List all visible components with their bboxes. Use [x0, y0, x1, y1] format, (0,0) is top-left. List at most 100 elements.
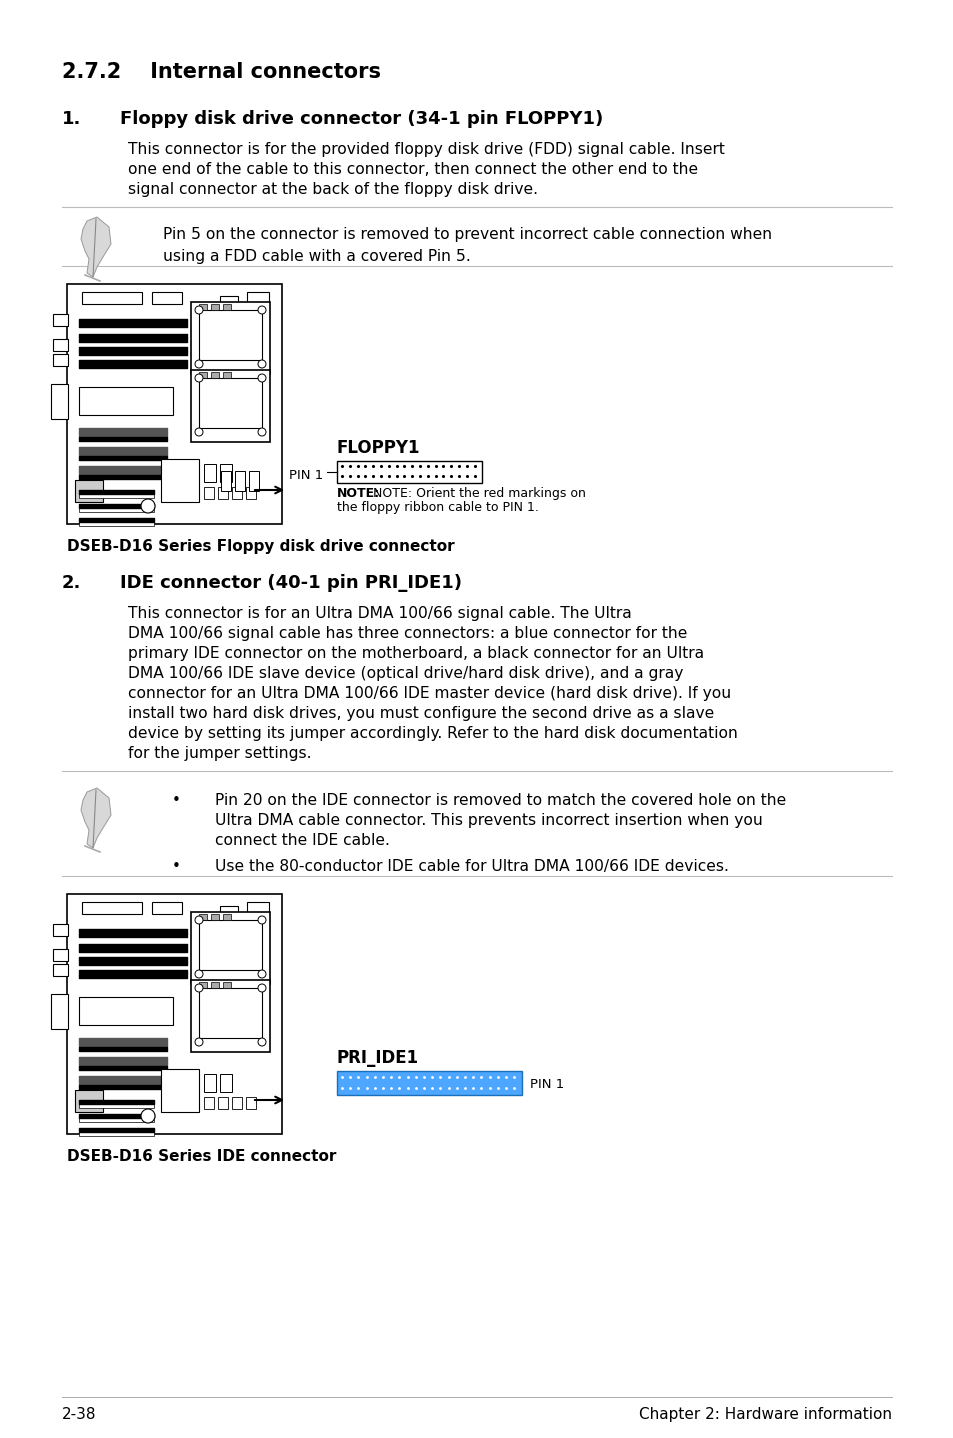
Text: 2.: 2. — [62, 574, 81, 592]
Text: using a FDD cable with a covered Pin 5.: using a FDD cable with a covered Pin 5. — [163, 249, 470, 265]
Text: connect the IDE cable.: connect the IDE cable. — [214, 833, 390, 848]
Text: DSEB-D16 Series IDE connector: DSEB-D16 Series IDE connector — [67, 1149, 336, 1163]
Bar — [199, 372, 207, 378]
Bar — [75, 480, 103, 502]
Bar — [336, 1071, 521, 1094]
Ellipse shape — [257, 1038, 266, 1045]
Bar — [152, 292, 182, 303]
Bar — [67, 283, 282, 523]
Text: Pin 20 on the IDE connector is removed to match the covered hole on the: Pin 20 on the IDE connector is removed t… — [214, 792, 785, 808]
Ellipse shape — [257, 971, 266, 978]
Text: •: • — [172, 792, 181, 808]
Bar — [218, 1097, 228, 1109]
Ellipse shape — [141, 499, 154, 513]
Bar — [82, 292, 142, 303]
Text: DSEB-D16 Series Floppy disk drive connector: DSEB-D16 Series Floppy disk drive connec… — [67, 539, 455, 554]
Text: for the jumper settings.: for the jumper settings. — [128, 746, 312, 761]
Bar — [79, 997, 172, 1025]
Text: PIN 1: PIN 1 — [530, 1078, 563, 1091]
Bar — [211, 303, 219, 311]
Ellipse shape — [194, 916, 203, 925]
Bar — [232, 487, 242, 499]
Bar — [79, 387, 172, 416]
Bar — [220, 296, 237, 311]
Text: primary IDE connector on the motherboard, a black connector for an Ultra: primary IDE connector on the motherboard… — [128, 646, 703, 661]
Bar — [53, 925, 68, 936]
Text: FLOPPY1: FLOPPY1 — [336, 439, 420, 457]
Bar — [204, 487, 213, 499]
Bar — [53, 313, 68, 326]
Bar — [247, 292, 269, 313]
Bar — [199, 311, 262, 360]
Text: DMA 100/66 IDE slave device (optical drive/hard disk drive), and a gray: DMA 100/66 IDE slave device (optical dri… — [128, 666, 682, 682]
Bar — [51, 994, 68, 1030]
Bar — [234, 472, 245, 490]
Bar — [204, 464, 215, 482]
Bar — [79, 503, 153, 512]
Bar — [191, 370, 270, 441]
Bar — [79, 1100, 153, 1109]
Bar — [247, 902, 269, 925]
Bar — [79, 490, 153, 498]
Bar — [336, 462, 481, 483]
Ellipse shape — [194, 984, 203, 992]
Text: PIN 1: PIN 1 — [289, 469, 323, 482]
Text: DMA 100/66 signal cable has three connectors: a blue connector for the: DMA 100/66 signal cable has three connec… — [128, 626, 687, 641]
Bar — [191, 302, 270, 374]
Text: Chapter 2: Hardware information: Chapter 2: Hardware information — [639, 1406, 891, 1422]
Ellipse shape — [257, 306, 266, 313]
Bar — [211, 915, 219, 920]
Bar — [75, 1090, 103, 1112]
Ellipse shape — [194, 429, 203, 436]
Bar — [223, 372, 231, 378]
Bar — [152, 902, 182, 915]
Text: Use the 80-conductor IDE cable for Ultra DMA 100/66 IDE devices.: Use the 80-conductor IDE cable for Ultra… — [214, 858, 728, 874]
Text: device by setting its jumper accordingly. Refer to the hard disk documentation: device by setting its jumper accordingly… — [128, 726, 737, 741]
Ellipse shape — [141, 1109, 154, 1123]
Bar — [161, 1068, 199, 1112]
Ellipse shape — [194, 971, 203, 978]
Ellipse shape — [257, 916, 266, 925]
Bar — [199, 920, 262, 971]
Text: connector for an Ultra DMA 100/66 IDE master device (hard disk drive). If you: connector for an Ultra DMA 100/66 IDE ma… — [128, 686, 730, 700]
Bar — [221, 472, 231, 490]
Text: IDE connector (40-1 pin PRI_IDE1): IDE connector (40-1 pin PRI_IDE1) — [120, 574, 461, 592]
Polygon shape — [81, 788, 111, 848]
Polygon shape — [81, 217, 111, 278]
Text: Ultra DMA cable connector. This prevents incorrect insertion when you: Ultra DMA cable connector. This prevents… — [214, 812, 762, 828]
Bar — [249, 472, 258, 490]
Bar — [191, 912, 270, 984]
Bar — [211, 372, 219, 378]
Bar — [53, 339, 68, 351]
Text: 2-38: 2-38 — [62, 1406, 96, 1422]
Bar — [220, 906, 237, 920]
Bar — [204, 1074, 215, 1091]
Ellipse shape — [194, 360, 203, 368]
Bar — [53, 949, 68, 961]
Bar — [220, 1074, 232, 1091]
Ellipse shape — [194, 1038, 203, 1045]
Text: •: • — [172, 858, 181, 874]
Text: NOTE:: NOTE: — [336, 487, 379, 500]
Text: install two hard disk drives, you must configure the second drive as a slave: install two hard disk drives, you must c… — [128, 706, 714, 720]
Ellipse shape — [257, 984, 266, 992]
Text: 2.7.2    Internal connectors: 2.7.2 Internal connectors — [62, 62, 380, 82]
Bar — [218, 487, 228, 499]
Bar — [199, 982, 207, 988]
Ellipse shape — [257, 360, 266, 368]
Bar — [161, 459, 199, 502]
Bar — [232, 1097, 242, 1109]
Bar — [246, 1097, 255, 1109]
Text: signal connector at the back of the floppy disk drive.: signal connector at the back of the flop… — [128, 183, 537, 197]
Text: PRI_IDE1: PRI_IDE1 — [336, 1048, 418, 1067]
Text: This connector is for an Ultra DMA 100/66 signal cable. The Ultra: This connector is for an Ultra DMA 100/6… — [128, 605, 631, 621]
Bar — [223, 303, 231, 311]
Bar — [82, 902, 142, 915]
Text: This connector is for the provided floppy disk drive (FDD) signal cable. Insert: This connector is for the provided flopp… — [128, 142, 724, 157]
Bar — [246, 487, 255, 499]
Bar — [223, 915, 231, 920]
Ellipse shape — [194, 306, 203, 313]
Text: NOTE: Orient the red markings on: NOTE: Orient the red markings on — [373, 487, 585, 500]
Bar — [223, 982, 231, 988]
Bar — [220, 464, 232, 482]
